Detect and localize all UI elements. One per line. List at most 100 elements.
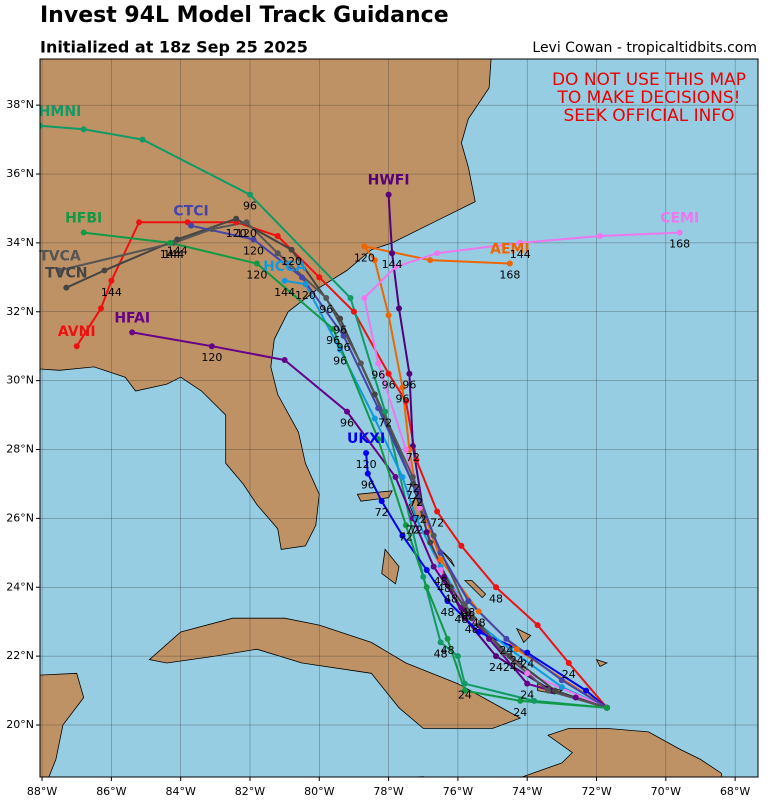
hour-label: 96 [333, 324, 347, 337]
track-point [420, 573, 427, 580]
x-tick-label: 88°W [27, 785, 57, 798]
track-point [430, 563, 437, 570]
hour-label: 48 [489, 592, 503, 605]
track-point [167, 239, 174, 246]
track-point [302, 281, 309, 288]
track-point [363, 449, 370, 456]
track-point [378, 498, 385, 505]
hour-label: 120 [281, 255, 302, 268]
hour-label: 96 [361, 479, 375, 492]
hour-label: 72 [378, 417, 392, 430]
track-point [423, 584, 430, 591]
track-point [524, 670, 531, 677]
x-tick-label: 80°W [304, 785, 334, 798]
track-point [357, 360, 364, 367]
hour-label: 72 [409, 496, 423, 509]
track-point [382, 408, 389, 415]
track-point [399, 474, 406, 481]
warning-text: TO MAKE DECISIONS! [557, 88, 741, 108]
hour-label: 96 [382, 379, 396, 392]
track-point [413, 515, 420, 522]
track-point [493, 653, 500, 660]
track-point [323, 294, 330, 301]
hour-label: 144 [274, 286, 295, 299]
track-line [132, 331, 608, 709]
track-point [461, 615, 468, 622]
map-subtitle: Initialized at 18z Sep 25 2025 [40, 38, 308, 57]
track-point [253, 260, 260, 267]
y-tick-label: 32°N [6, 305, 34, 318]
track-name: AEMI [490, 242, 530, 258]
track-point [97, 305, 104, 312]
hour-label: 96 [402, 379, 416, 392]
track-point [565, 660, 572, 667]
hour-label: 96 [243, 200, 257, 213]
y-tick-label: 34°N [6, 236, 34, 249]
hour-label: 96 [337, 341, 351, 354]
track-point [233, 215, 240, 222]
track-point [437, 639, 444, 646]
track-point [447, 584, 454, 591]
track-point [506, 653, 513, 660]
x-tick-label: 74°W [512, 785, 542, 798]
track-name: AVNI [58, 324, 96, 340]
track-point [434, 508, 441, 515]
track-name: HWFI [368, 173, 410, 189]
track-point [347, 294, 354, 301]
track-point [427, 539, 434, 546]
hour-label: 144 [510, 248, 531, 261]
track-point [437, 567, 444, 574]
hour-label: 120 [354, 251, 375, 264]
track-point [136, 219, 143, 226]
track-point [340, 332, 347, 339]
map-title: Invest 94L Model Track Guidance [40, 3, 449, 28]
track-point [465, 598, 472, 605]
hour-label: 168 [669, 238, 690, 251]
y-tick-label: 26°N [6, 511, 34, 524]
track-point [430, 532, 437, 539]
hour-label: 96 [395, 393, 409, 406]
track-point [56, 267, 63, 274]
hour-label: 120 [236, 227, 257, 240]
hour-label: 24 [520, 689, 534, 702]
track-name: HFBI [65, 211, 102, 227]
track-point [246, 191, 253, 198]
hour-label: 48 [444, 592, 458, 605]
hour-label: 144 [167, 244, 188, 257]
track-point [399, 384, 406, 391]
hour-label: 48 [458, 609, 472, 622]
track-point [454, 653, 461, 660]
track-point [337, 346, 344, 353]
hour-label: 24 [458, 689, 472, 702]
x-tick-label: 68°W [720, 785, 750, 798]
track-point [40, 122, 43, 129]
hour-label: 24 [489, 661, 503, 674]
track-point [413, 456, 420, 463]
track-point [392, 263, 399, 270]
track-point [108, 277, 115, 284]
hour-label: 72 [406, 489, 420, 502]
hour-label: 24 [503, 661, 517, 674]
hour-label: 72 [406, 523, 420, 536]
track-point [63, 284, 70, 291]
track-point [73, 343, 80, 350]
track-point [524, 680, 531, 687]
track-point [409, 480, 416, 487]
track-point [437, 549, 444, 556]
hour-label: 72 [409, 496, 423, 509]
hour-label: 96 [340, 417, 354, 430]
track-point [603, 704, 610, 711]
track-point [572, 694, 579, 701]
hour-label: 48 [472, 616, 486, 629]
track-point [371, 257, 378, 264]
track-point [558, 677, 565, 684]
hour-label: 48 [434, 647, 448, 660]
track-point [80, 126, 87, 133]
x-tick-label: 86°W [96, 785, 126, 798]
hour-label: 48 [441, 606, 455, 619]
track-point [524, 649, 531, 656]
warning-text: DO NOT USE THIS MAP [552, 70, 746, 90]
track-point [361, 294, 368, 301]
track-point [208, 226, 215, 233]
hour-label: 48 [454, 613, 468, 626]
